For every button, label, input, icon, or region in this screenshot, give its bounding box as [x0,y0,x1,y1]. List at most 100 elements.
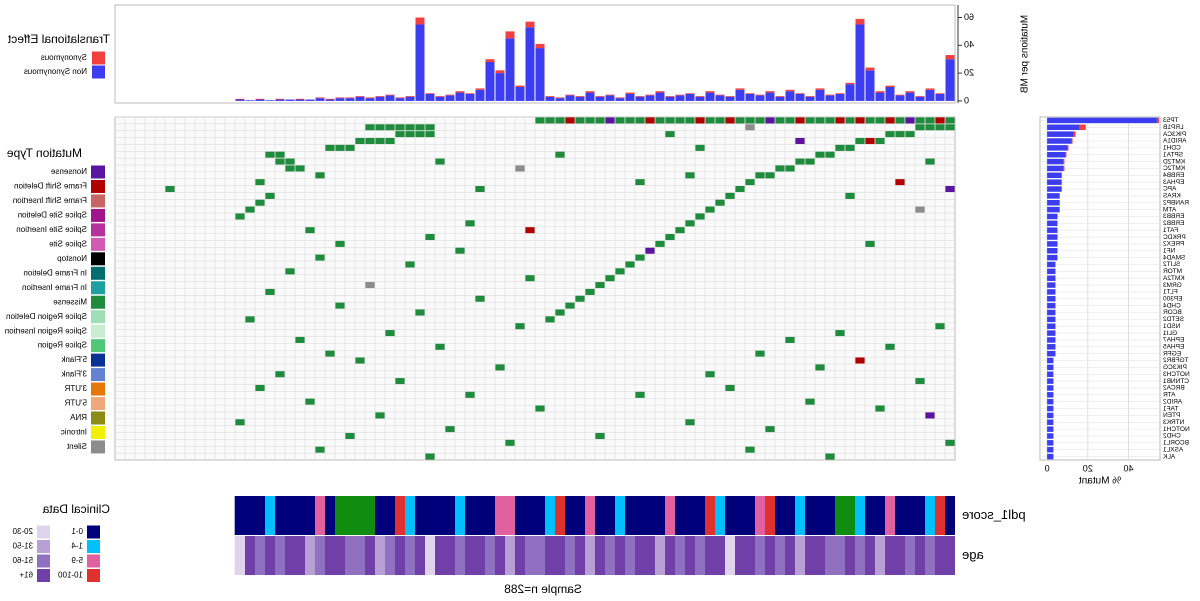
clinical-cell [934,496,945,535]
tmb-bar [835,93,845,101]
clinical-cell [884,536,895,575]
tmb-bar [475,89,485,101]
legend-swatch [92,51,105,65]
tmb-bar [395,98,405,101]
tmb-bar [305,99,315,101]
pct-bar [1047,138,1072,144]
tmb-bar [805,96,815,101]
mutation-cell [585,288,595,295]
mutation-cell [605,275,615,282]
mutation-cell [315,172,325,179]
tmb-bar [515,85,525,88]
mutation-cell [695,144,705,151]
tmb-bar [645,95,655,101]
mutation-cell [275,151,285,158]
clinical-cell [704,496,715,535]
gene-label: RANBP2 [1163,199,1189,206]
clinical-cell [604,536,615,575]
clinical-cell [414,536,425,575]
pct-bar [1047,213,1058,220]
tmb-bar [485,61,495,101]
legend-label: 61+ [19,571,33,580]
clinical-cell [784,496,795,535]
gene-label: SMAD4 [1163,254,1186,261]
legend-title: Mutation Type [7,146,82,160]
tmb-bar [355,96,365,101]
clinical-cell [904,536,915,575]
mutation-cell [915,206,925,213]
gene-label: ATR [1163,392,1176,399]
tmb-bar [435,96,445,97]
clinical-cell [414,496,425,535]
clinical-cell [614,536,625,575]
tmb-bar [505,31,515,39]
clinical-cell [824,496,835,535]
tmb-bar [815,88,825,90]
tmb-bar [815,89,825,101]
tmb-bar [655,91,665,93]
mutation-cell [905,131,915,138]
mutation-cell [285,158,295,165]
clinical-cell [344,496,355,535]
tmb-bar [855,24,865,101]
mutation-cell [875,117,885,124]
clinical-cell [274,536,285,575]
clinical-cell [384,536,395,575]
mutation-cell [425,453,435,460]
gene-label: BRCA2 [1163,385,1185,392]
legend-swatch [91,440,105,454]
tmb-bar [365,97,375,99]
legend-label: Splice Region Deletion [6,312,87,321]
legend-swatch [87,540,100,553]
tmb-bar [615,97,625,99]
mutation-cell [705,206,715,213]
tmb-bar [685,93,695,94]
mutation-cell [165,186,175,193]
tmb-bar [725,96,735,101]
clinical-cell [564,496,575,535]
mutation-cell [935,124,945,131]
gene-label: BCOR [1163,309,1182,316]
tmb-bar [595,96,605,101]
clinical-cell [614,496,625,535]
mutation-cell [415,131,425,138]
clinical-cell [944,496,955,535]
mutation-cell [945,439,955,446]
mutation-cell [785,165,795,172]
legend-swatch [91,179,105,193]
clinical-cell [584,496,595,535]
mutation-cell [425,124,435,131]
legend-label: Splice Site [49,239,87,248]
tmb-bar [615,98,625,101]
clinical-cell [764,536,775,575]
clinical-cell [804,536,815,575]
tmb-bar [325,98,335,100]
mutation-cell [515,323,525,330]
clinical-cell [364,536,375,575]
legend-label: 31-50 [12,542,33,551]
tmb-bar [345,98,355,101]
mutation-cell [635,117,645,124]
mutation-cell [945,117,955,124]
mutation-cell [275,158,285,165]
gene-label: NSD1 [1163,323,1181,330]
pct-bar [1047,392,1054,398]
pct-bar [1063,165,1065,172]
clinical-cell [784,536,795,575]
mutation-cell [405,131,415,138]
pct-bar [1047,350,1056,357]
mutation-cell [645,247,655,254]
tmb-bar [905,92,915,101]
mutation-cell [585,117,595,124]
legend-swatch [91,252,105,266]
legend-swatch [91,368,105,382]
clinical-cell [714,536,725,575]
tmb-bar [865,70,875,101]
clinical-cell [794,536,805,575]
mutation-cell [915,378,925,385]
legend-label: Splice Region [38,341,87,350]
clinical-cell [364,496,375,535]
clinical-cell [314,536,325,575]
clinical-cell [264,496,275,535]
